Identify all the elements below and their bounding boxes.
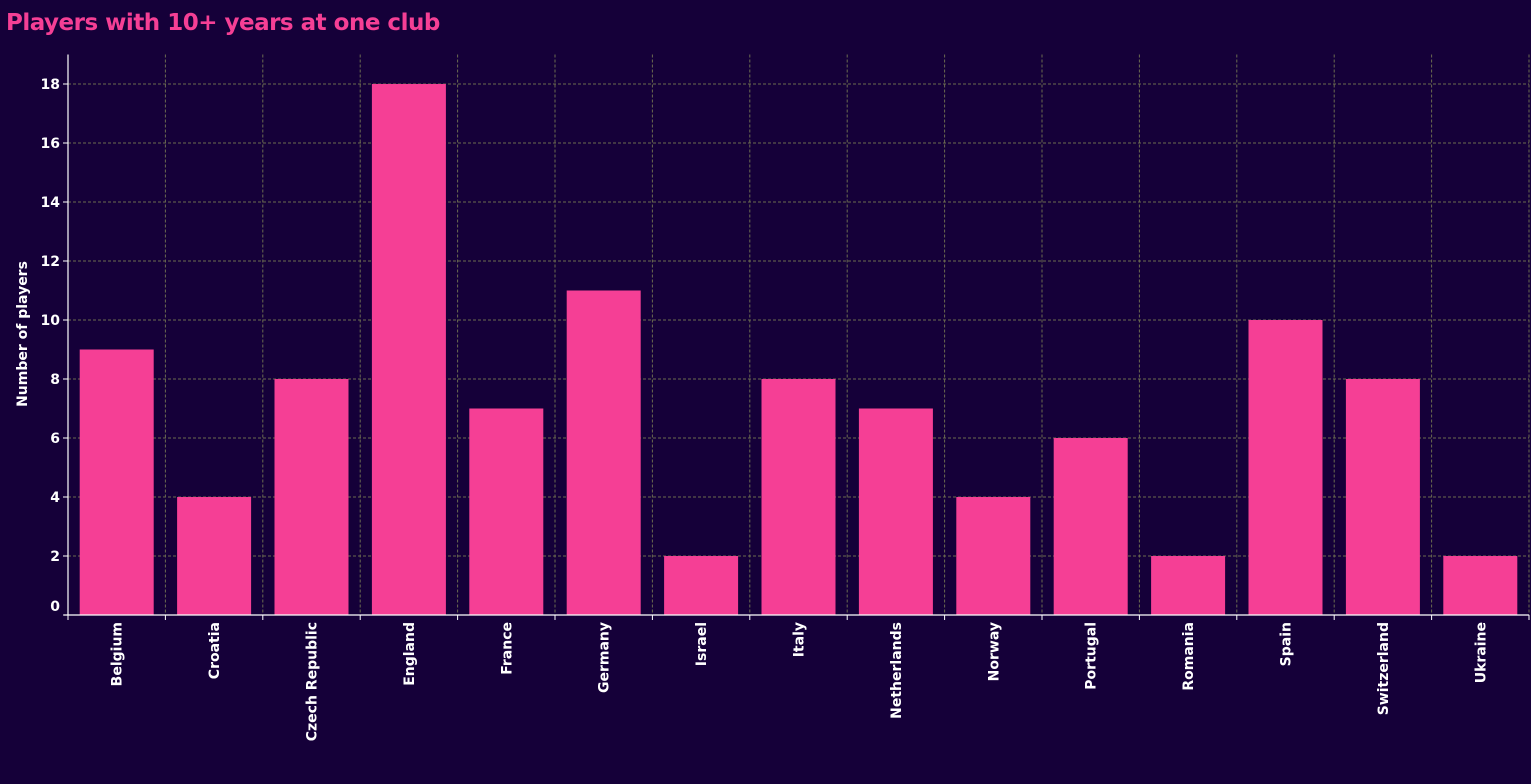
bar-czech-republic: [274, 379, 349, 615]
bar-spain: [1248, 320, 1323, 615]
x-tick-label: Romania: [1181, 622, 1197, 691]
x-tick-label: Czech Republic: [305, 622, 321, 741]
x-tick-label: Ukraine: [1473, 622, 1489, 683]
x-tick-label: Norway: [986, 622, 1002, 681]
y-tick-label: 16: [41, 136, 60, 152]
bar-norway: [956, 497, 1031, 615]
x-tick-label: Spain: [1279, 622, 1295, 666]
y-axis-label: Number of players: [15, 261, 31, 407]
x-tick-label: England: [402, 622, 418, 686]
x-tick-label: Italy: [792, 622, 808, 657]
y-tick-label: 4: [50, 490, 60, 506]
y-tick-label: 18: [41, 77, 60, 93]
x-tick-label: Portugal: [1084, 622, 1100, 690]
bar-romania: [1151, 556, 1226, 615]
x-tick-labels: Belgium Croatia Czech Republic England Franc…: [110, 622, 1490, 741]
x-tick-label: Switzerland: [1376, 622, 1392, 715]
x-tick-label: Germany: [597, 622, 613, 693]
chart-title: Players with 10+ years at one club: [6, 10, 440, 36]
bar-israel: [664, 556, 739, 615]
bar-italy: [761, 379, 836, 615]
x-tick-label: Croatia: [207, 622, 223, 679]
bar-france: [469, 408, 544, 615]
bar-belgium: [79, 349, 154, 615]
bar-germany: [566, 290, 641, 615]
x-tick-label: France: [499, 622, 515, 675]
y-tick-label: 8: [50, 372, 60, 388]
axes: [63, 54, 1530, 620]
x-tick-label: Netherlands: [889, 622, 905, 719]
x-tick-label: Israel: [694, 622, 710, 666]
y-tick-label: 0: [50, 599, 60, 615]
bar-croatia: [177, 497, 252, 615]
bar-england: [371, 84, 446, 615]
bar-ukraine: [1443, 556, 1518, 615]
bar-switzerland: [1345, 379, 1420, 615]
bar-netherlands: [858, 408, 933, 615]
y-tick-label: 12: [41, 254, 60, 270]
y-tick-label: 10: [41, 313, 61, 329]
x-tick-label: Belgium: [110, 622, 126, 686]
y-tick-label: 14: [41, 195, 61, 211]
y-tick-labels: 0 2 4 6 8 10 12 14 16 18: [41, 77, 61, 615]
bars: [79, 84, 1518, 615]
y-tick-label: 6: [50, 431, 60, 447]
y-tick-label: 2: [50, 549, 60, 565]
bar-portugal: [1053, 438, 1128, 615]
